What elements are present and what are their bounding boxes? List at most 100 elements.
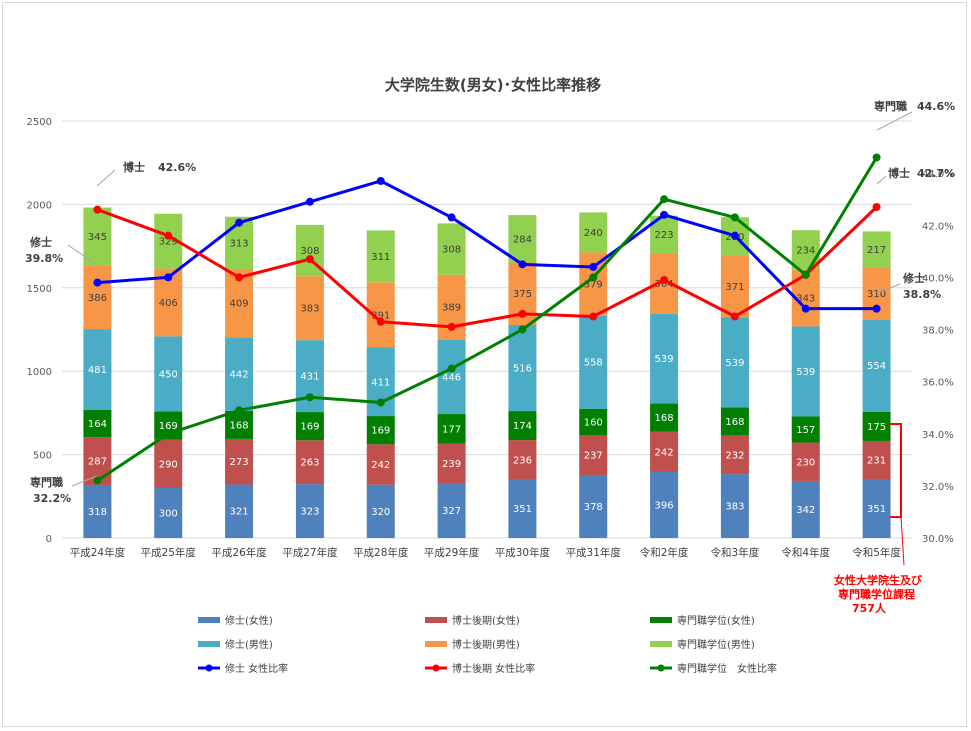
- bar-data-label: 351: [867, 504, 886, 515]
- ratio-point: [164, 231, 173, 240]
- bar-segment: [225, 484, 254, 538]
- bar-segment: [720, 317, 749, 408]
- x-category-label: 令和5年度: [852, 546, 901, 559]
- bar-data-label: 169: [159, 421, 178, 432]
- bar-segment: [295, 440, 324, 485]
- female-total-label-3: 757人: [852, 601, 887, 615]
- y-right-tick-label: 44.0%: [922, 169, 954, 180]
- bar-data-label: 342: [796, 505, 815, 516]
- bar-segment: [791, 326, 820, 417]
- legend-label: 博士後期(男性): [452, 638, 520, 651]
- legend-marker: [657, 664, 665, 672]
- ratio-point: [305, 197, 314, 206]
- bar-segment: [366, 230, 395, 283]
- ratio-point: [730, 312, 739, 321]
- bar-data-label: 242: [371, 460, 390, 471]
- annotations: 博士 42.6% 修士 39.8% 専門職 32.2% 専門職 44.6% 博士…: [25, 99, 955, 615]
- bar-data-label: 239: [442, 459, 461, 470]
- ratio-point: [164, 273, 173, 282]
- ratio-point: [518, 260, 527, 269]
- bar-segment: [720, 435, 749, 475]
- legend-swatch: [198, 617, 220, 623]
- bar-segment: [508, 324, 537, 412]
- bar-data-label: 442: [230, 370, 249, 381]
- bar-segment: [650, 313, 679, 404]
- bar-segment: [862, 319, 891, 412]
- bar-segment: [437, 483, 466, 538]
- ann-shushi-left-name: 修士: [29, 235, 52, 249]
- bar-segment: [508, 411, 537, 441]
- ratio-point: [589, 273, 598, 282]
- bar-segment: [579, 212, 608, 253]
- bar-segment: [295, 276, 324, 341]
- bar-data-label: 396: [655, 500, 674, 511]
- bar-data-label: 409: [230, 299, 249, 310]
- leader-shushi-right: [876, 283, 901, 294]
- bar-data-label: 411: [371, 377, 390, 388]
- ratio-point: [305, 393, 314, 402]
- bar-data-label: 231: [867, 456, 886, 467]
- bar-data-label: 446: [442, 372, 461, 383]
- legend-marker: [205, 664, 213, 672]
- bar-data-label: 383: [300, 304, 319, 315]
- ann-senmon-left-value: 32.2%: [33, 492, 71, 505]
- x-category-label: 令和4年度: [781, 546, 830, 559]
- ratio-point: [801, 270, 810, 279]
- ratio-point: [872, 304, 881, 313]
- bar-data-label: 217: [867, 245, 886, 256]
- legend-label: 博士後期 女性比率: [452, 662, 535, 675]
- leader-hakase-left: [96, 169, 116, 187]
- y-left-tick-label: 0: [46, 534, 52, 545]
- bar-data-label: 313: [230, 238, 249, 249]
- ratio-point: [518, 309, 527, 318]
- bar-segment: [366, 484, 395, 538]
- bar-segment: [791, 480, 820, 538]
- legend-label: 修士(女性): [225, 614, 273, 627]
- bar-segment: [437, 339, 466, 415]
- bar-segment: [154, 336, 183, 412]
- bar-data-label: 554: [867, 361, 886, 372]
- bar-segment: [720, 255, 749, 318]
- bar-data-label: 168: [655, 413, 674, 424]
- ann-shushi-right-name: 修士: [902, 271, 925, 285]
- bar-segment: [83, 484, 112, 538]
- y-right-tick-label: 34.0%: [922, 430, 954, 441]
- ratio-point: [235, 273, 244, 282]
- bar-segment: [650, 471, 679, 538]
- bar-data-label: 310: [867, 289, 886, 300]
- bar-data-label: 242: [655, 447, 674, 458]
- ratio-point: [235, 406, 244, 415]
- legend-swatch: [650, 641, 672, 647]
- bar-data-label: 308: [300, 246, 319, 257]
- bar-data-label: 406: [159, 298, 178, 309]
- bar-segment: [225, 337, 254, 411]
- chart-title: 大学院生数(男女)･女性比率推移: [385, 76, 601, 94]
- ann-senmon-right-name: 専門職: [874, 99, 907, 113]
- ratio-point: [93, 278, 102, 287]
- ratio-point: [589, 312, 598, 321]
- bar-segment: [437, 223, 466, 275]
- bar-data-label: 240: [584, 228, 603, 239]
- bar-data-label: 177: [442, 424, 461, 435]
- legend-label: 修士 女性比率: [225, 662, 288, 675]
- bar-segment: [295, 412, 324, 441]
- bar-segment: [437, 414, 466, 444]
- bar-data-label: 386: [88, 293, 107, 304]
- legend-swatch: [425, 617, 447, 623]
- bar-data-label: 450: [159, 369, 178, 380]
- female-total-label-2: 専門職学位課程: [838, 587, 915, 601]
- bar-segment: [154, 487, 183, 538]
- bar-segment: [366, 416, 395, 445]
- bar-segment: [791, 230, 820, 270]
- y-left-tick-label: 500: [33, 451, 52, 462]
- bar-data-label: 539: [655, 354, 674, 365]
- ratio-point: [730, 231, 739, 240]
- bar-data-label: 223: [655, 230, 674, 241]
- x-category-label: 令和3年度: [711, 546, 760, 559]
- bar-segment: [791, 416, 820, 443]
- bar-data-label: 284: [513, 234, 532, 245]
- bar-data-label: 320: [371, 507, 390, 518]
- bar-segment: [650, 431, 679, 472]
- legend-swatch: [198, 641, 220, 647]
- bar-data-label: 329: [159, 237, 178, 248]
